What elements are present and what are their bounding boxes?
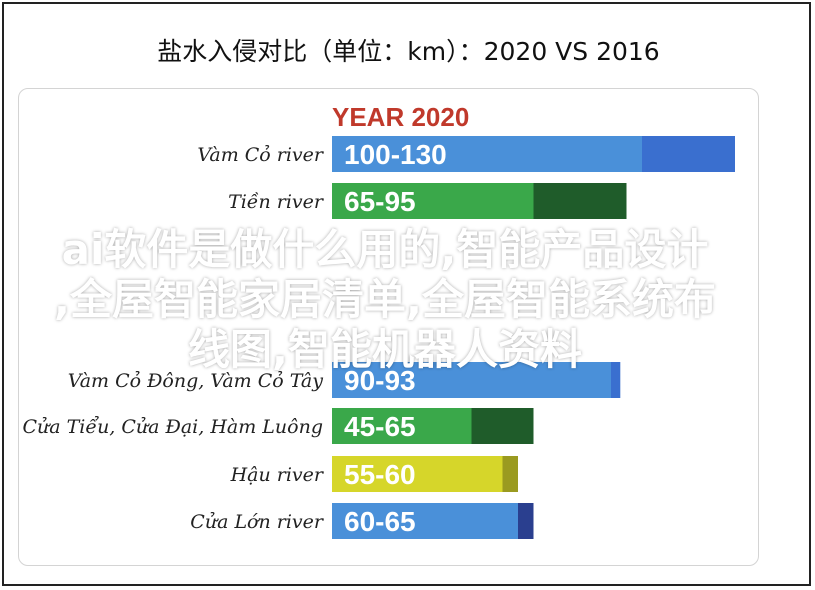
bar-value-label-5: 60-65 — [344, 506, 416, 537]
bar-range-5 — [518, 503, 534, 539]
bar-min-0 — [332, 136, 642, 172]
bar-range-0 — [642, 136, 735, 172]
bar-min-1 — [332, 183, 534, 219]
bar-range-3 — [471, 408, 534, 444]
category-label-0: Vàm Cỏ river — [197, 144, 325, 166]
bar-value-label-4: 55-60 — [344, 459, 416, 490]
overlay-line-2: ,全屋智能家居清单,全屋智能系统布 — [54, 275, 716, 324]
bar-range-1 — [533, 183, 627, 219]
bar-value-label-0: 100-130 — [344, 139, 447, 170]
bar-range-2 — [611, 362, 621, 398]
bar-min-3 — [332, 408, 472, 444]
overlay-line-1: ai软件是做什么用的,智能产品设计 — [61, 225, 709, 274]
bar-range-4 — [502, 456, 518, 492]
group-title-2020: YEAR 2020 — [332, 102, 469, 132]
category-label-4: Hậu river — [230, 464, 325, 486]
bar-min-2 — [332, 362, 611, 398]
bar-value-label-1: 65-95 — [344, 186, 416, 217]
bar-value-label-3: 45-65 — [344, 411, 416, 442]
overlay-line-3: 线图,智能机器人资料 — [188, 325, 582, 374]
page-title: 盐水入侵对比（单位：km）：2020 VS 2016 — [157, 37, 660, 66]
bar-min-4 — [332, 456, 503, 492]
category-label-1: Tiền river — [228, 191, 325, 213]
category-label-5: Cửa Lớn river — [190, 511, 325, 533]
bar-min-5 — [332, 503, 518, 539]
bar-value-label-2: 90-93 — [344, 365, 416, 396]
category-label-3: Cửa Tiểu, Cửa Đại, Hàm Luông — [22, 416, 323, 438]
chart-panel — [18, 88, 759, 566]
category-label-2: Vàm Cỏ Đông, Vàm Cỏ Tây — [68, 370, 324, 392]
watermark-overlay: ai软件是做什么用的,智能产品设计 ,全屋智能家居清单,全屋智能系统布 线图,智… — [0, 225, 770, 375]
